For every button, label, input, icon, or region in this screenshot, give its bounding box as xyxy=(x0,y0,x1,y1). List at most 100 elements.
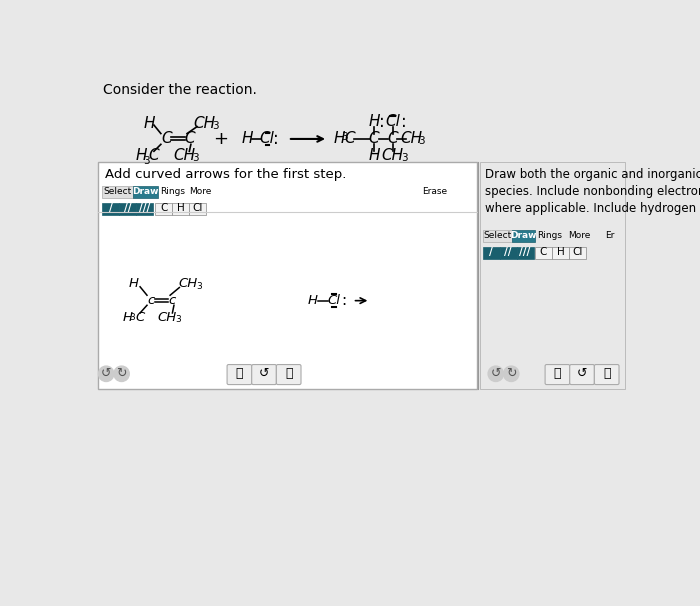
Text: :: : xyxy=(379,113,385,131)
Text: CH: CH xyxy=(382,148,404,164)
Circle shape xyxy=(503,366,519,382)
Text: Cl: Cl xyxy=(572,247,582,257)
Text: Draw both the organic and inorganic intermediate
species. Include nonbonding ele: Draw both the organic and inorganic inte… xyxy=(485,168,700,215)
Text: 3: 3 xyxy=(212,121,219,131)
Text: CH: CH xyxy=(158,311,176,324)
Text: Consider the reaction.: Consider the reaction. xyxy=(103,84,257,98)
Text: C: C xyxy=(148,148,159,164)
Text: H: H xyxy=(368,148,380,164)
Text: c: c xyxy=(147,294,155,307)
Text: :: : xyxy=(401,113,407,131)
FancyBboxPatch shape xyxy=(252,365,276,385)
Text: C: C xyxy=(344,132,355,147)
Text: ↺: ↺ xyxy=(577,367,587,381)
Text: //: // xyxy=(505,247,512,257)
Text: ↺: ↺ xyxy=(491,367,501,381)
Text: C: C xyxy=(160,203,167,213)
FancyBboxPatch shape xyxy=(569,247,586,259)
FancyBboxPatch shape xyxy=(155,203,172,215)
Text: 3: 3 xyxy=(143,156,150,166)
Text: H: H xyxy=(556,247,564,257)
FancyBboxPatch shape xyxy=(189,203,206,215)
Text: Erase: Erase xyxy=(422,187,447,196)
Text: Add curved arrows for the first step.: Add curved arrows for the first step. xyxy=(105,168,346,181)
Text: ///: /// xyxy=(139,203,150,213)
FancyBboxPatch shape xyxy=(480,162,625,389)
Text: //: // xyxy=(124,203,132,213)
Text: Er: Er xyxy=(605,231,615,240)
FancyBboxPatch shape xyxy=(500,247,517,259)
Text: 3: 3 xyxy=(193,153,199,163)
Text: /: / xyxy=(489,247,493,257)
FancyBboxPatch shape xyxy=(133,186,158,198)
FancyBboxPatch shape xyxy=(102,186,133,198)
Text: CH: CH xyxy=(194,116,216,131)
Text: 🔍: 🔍 xyxy=(554,367,561,381)
Text: 3: 3 xyxy=(176,315,181,324)
FancyBboxPatch shape xyxy=(570,365,594,385)
Text: C: C xyxy=(184,132,195,147)
Text: CH: CH xyxy=(400,132,422,147)
Text: Select: Select xyxy=(483,231,512,240)
FancyBboxPatch shape xyxy=(512,230,535,242)
Text: Select: Select xyxy=(104,187,132,196)
Text: :: : xyxy=(274,130,279,148)
Text: 🔍: 🔍 xyxy=(285,367,293,381)
Circle shape xyxy=(99,366,114,382)
Text: Rings: Rings xyxy=(160,187,185,196)
Text: H: H xyxy=(144,116,155,131)
Text: C: C xyxy=(387,132,398,147)
FancyBboxPatch shape xyxy=(102,203,119,215)
Circle shape xyxy=(114,366,130,382)
Text: /: / xyxy=(109,203,113,213)
Text: c: c xyxy=(169,294,176,307)
Text: C: C xyxy=(369,132,379,147)
Text: Draw: Draw xyxy=(510,231,537,240)
Text: More: More xyxy=(568,231,591,240)
Text: Cl: Cl xyxy=(328,294,340,307)
Text: 3: 3 xyxy=(197,282,202,290)
FancyBboxPatch shape xyxy=(136,203,153,215)
Text: H: H xyxy=(334,132,345,147)
Text: ///: /// xyxy=(519,247,531,257)
Text: C: C xyxy=(540,247,547,257)
Text: +: + xyxy=(213,130,228,148)
Text: Draw: Draw xyxy=(132,187,159,196)
FancyBboxPatch shape xyxy=(535,247,552,259)
Text: H: H xyxy=(307,294,318,307)
Text: Cl: Cl xyxy=(260,132,274,147)
Text: H: H xyxy=(177,203,185,213)
Text: :: : xyxy=(341,293,346,308)
FancyBboxPatch shape xyxy=(99,162,477,389)
Text: 3: 3 xyxy=(130,313,135,322)
FancyBboxPatch shape xyxy=(517,247,533,259)
Text: Rings: Rings xyxy=(538,231,562,240)
FancyBboxPatch shape xyxy=(483,230,512,242)
Circle shape xyxy=(488,366,503,382)
Text: 🔍: 🔍 xyxy=(603,367,610,381)
Text: Cl: Cl xyxy=(385,115,400,130)
Text: C: C xyxy=(161,132,172,147)
Text: CH: CH xyxy=(173,148,195,164)
Text: H: H xyxy=(129,277,139,290)
Text: Cl: Cl xyxy=(193,203,203,213)
Text: 3: 3 xyxy=(341,132,347,142)
Text: H: H xyxy=(122,311,133,324)
FancyBboxPatch shape xyxy=(119,203,136,215)
Text: 3: 3 xyxy=(419,136,425,146)
FancyBboxPatch shape xyxy=(545,365,570,385)
Text: H: H xyxy=(136,148,148,164)
Text: H: H xyxy=(241,132,253,147)
FancyBboxPatch shape xyxy=(483,247,500,259)
Text: ↻: ↻ xyxy=(116,367,127,381)
Text: C: C xyxy=(135,311,145,324)
Text: ↺: ↺ xyxy=(259,367,270,381)
FancyBboxPatch shape xyxy=(276,365,301,385)
Text: ↻: ↻ xyxy=(506,367,517,381)
Text: CH: CH xyxy=(178,277,197,290)
FancyBboxPatch shape xyxy=(552,247,569,259)
Text: More: More xyxy=(189,187,211,196)
FancyBboxPatch shape xyxy=(594,365,619,385)
Text: 3: 3 xyxy=(401,153,407,163)
Text: 🔍: 🔍 xyxy=(236,367,243,381)
